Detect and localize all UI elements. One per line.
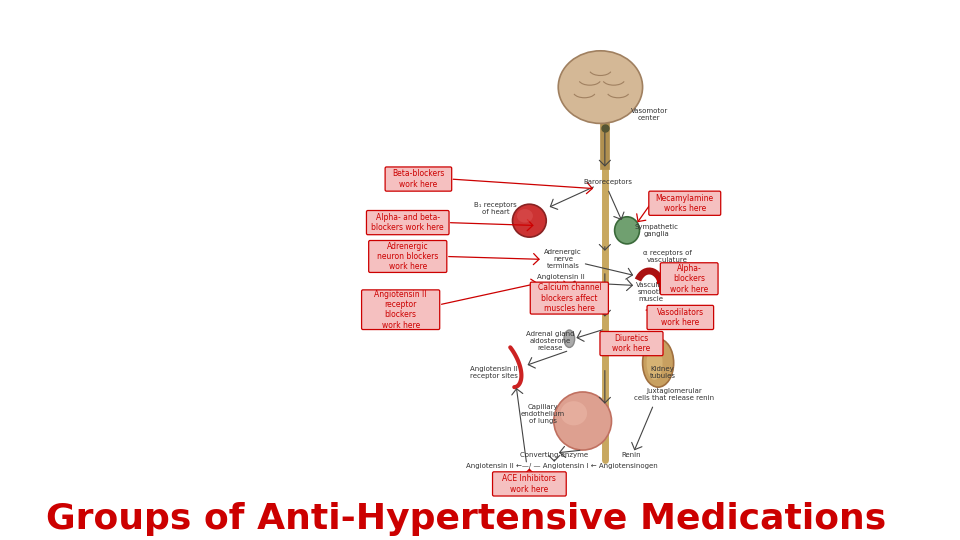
Text: Angiotensin II
receptor
blockers
work here: Angiotensin II receptor blockers work he… [374, 289, 427, 330]
Ellipse shape [647, 346, 662, 380]
Text: α receptors of
vasculature: α receptors of vasculature [642, 250, 691, 263]
Text: Kidney
tubules: Kidney tubules [650, 366, 676, 379]
Text: Renin: Renin [622, 452, 641, 458]
Text: Mecamylamine
works here: Mecamylamine works here [656, 193, 714, 213]
Ellipse shape [558, 51, 642, 124]
FancyBboxPatch shape [385, 167, 452, 191]
FancyBboxPatch shape [492, 472, 566, 496]
Text: Angiotensin II
receptor sites: Angiotensin II receptor sites [470, 366, 517, 379]
Ellipse shape [564, 330, 575, 347]
Text: Capillary
endothelium
of lungs: Capillary endothelium of lungs [520, 404, 564, 424]
Text: Baroreceptors: Baroreceptors [583, 179, 632, 185]
FancyBboxPatch shape [600, 332, 663, 356]
Text: Adrenergic
neuron blockers
work here: Adrenergic neuron blockers work here [377, 241, 439, 272]
FancyBboxPatch shape [530, 282, 609, 314]
Text: Angiotensin II
receptor sites: Angiotensin II receptor sites [537, 274, 585, 287]
Text: Converting enzyme: Converting enzyme [520, 452, 588, 458]
Text: B₁ receptors
of heart: B₁ receptors of heart [474, 201, 517, 214]
Ellipse shape [516, 209, 533, 222]
Text: Adrenal gland
aldosterone
release: Adrenal gland aldosterone release [525, 330, 574, 350]
Text: Adrenergic
nerve
terminals: Adrenergic nerve terminals [544, 249, 582, 269]
FancyBboxPatch shape [362, 290, 440, 329]
Ellipse shape [561, 401, 588, 426]
Text: Groups of Anti-Hypertensive Medications: Groups of Anti-Hypertensive Medications [45, 502, 886, 536]
FancyBboxPatch shape [647, 305, 713, 329]
Circle shape [614, 217, 639, 244]
Text: Vasomotor
center: Vasomotor center [631, 107, 668, 121]
Text: Calcium channel
blockers affect
muscles here: Calcium channel blockers affect muscles … [538, 283, 601, 313]
Ellipse shape [642, 339, 674, 387]
FancyBboxPatch shape [649, 191, 721, 215]
Text: ACE Inhibitors
work here: ACE Inhibitors work here [502, 474, 557, 494]
Text: Alpha-
blockers
work here: Alpha- blockers work here [670, 264, 708, 294]
Text: Juxtaglomerular
cells that release renin: Juxtaglomerular cells that release renin [634, 388, 714, 401]
Text: Vasodilators
work here: Vasodilators work here [657, 308, 704, 327]
Text: Sympathetic
ganglia: Sympathetic ganglia [635, 224, 679, 237]
Ellipse shape [513, 204, 546, 237]
Ellipse shape [554, 392, 612, 450]
FancyBboxPatch shape [660, 263, 718, 295]
Text: Beta-blockers
work here: Beta-blockers work here [393, 170, 444, 189]
Text: Angiotensin II ←—/ — Angiotensin I ← Angiotensinogen: Angiotensin II ←—/ — Angiotensin I ← Ang… [467, 463, 659, 469]
Text: Alpha- and beta-
blockers work here: Alpha- and beta- blockers work here [372, 213, 444, 232]
FancyBboxPatch shape [369, 240, 446, 273]
Text: Diuretics
work here: Diuretics work here [612, 334, 651, 353]
Text: Vascular
smooth
muscle: Vascular smooth muscle [636, 282, 666, 302]
FancyBboxPatch shape [367, 211, 449, 235]
